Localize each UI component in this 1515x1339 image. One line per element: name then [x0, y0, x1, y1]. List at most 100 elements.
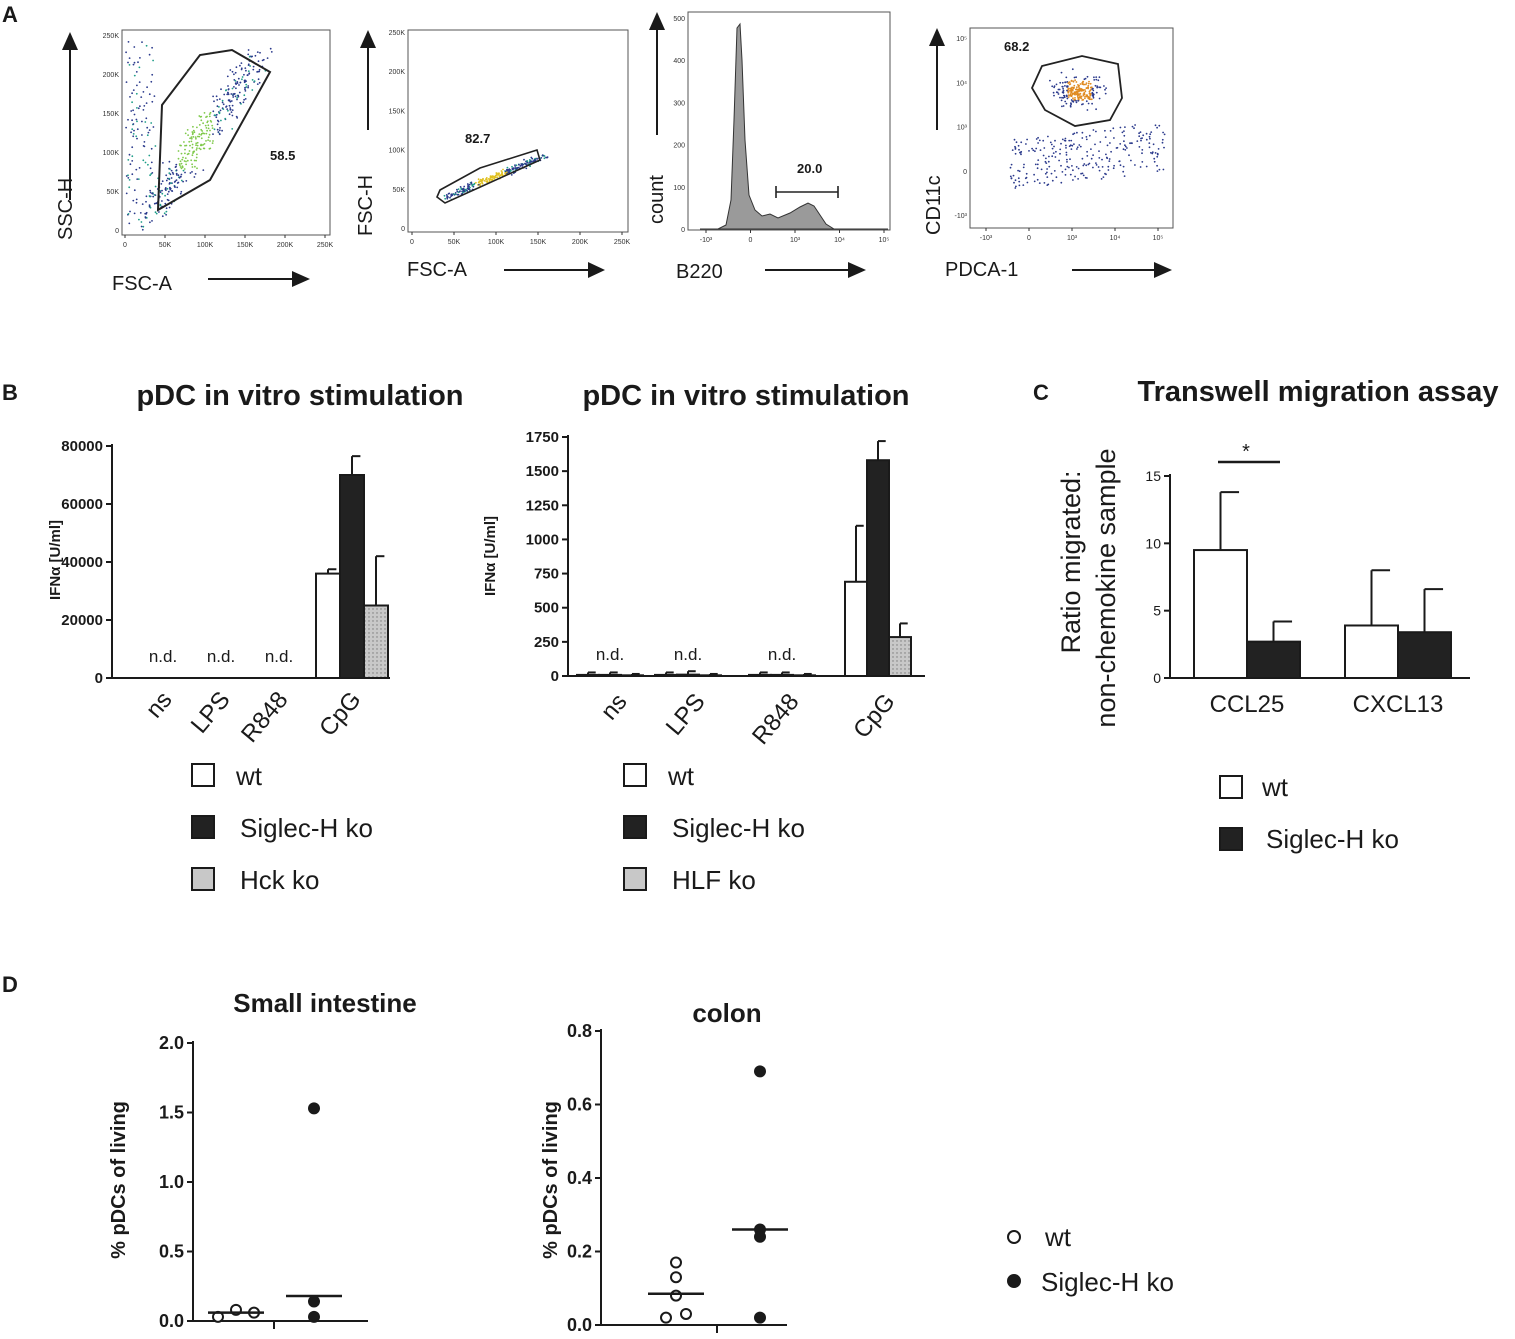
flow1-dot	[220, 88, 222, 91]
chart-b-left: pDC in vitro stimulation IFNα [U/ml] 0 20…	[47, 380, 464, 748]
flow1-dot	[227, 93, 230, 96]
flow2-dot	[540, 157, 543, 159]
flow1-dot	[208, 133, 211, 136]
flow4-dot	[1145, 138, 1148, 141]
flow4-dot	[1095, 76, 1098, 78]
flow4-frame	[969, 27, 1174, 229]
c-legend-swatch-siglec	[1219, 827, 1243, 851]
flow-ytick-label: 100	[673, 185, 685, 192]
flow4-dot	[1095, 91, 1098, 94]
flow4-dot	[1081, 137, 1084, 139]
flow1-dot	[191, 163, 194, 166]
flow1-dot	[132, 89, 135, 91]
flow1-dot	[194, 165, 196, 168]
b-left-legend-swatch-siglec	[191, 815, 215, 839]
flow1-dot	[211, 127, 214, 129]
bar-wt-ns	[576, 673, 600, 677]
flow1-dot	[182, 180, 185, 183]
flow4-dot	[1067, 87, 1070, 90]
flow2-dot	[521, 163, 524, 166]
flow1-dot	[206, 115, 208, 118]
flow4-dot	[1095, 162, 1097, 165]
flow4-dot	[1020, 153, 1022, 156]
flow1-dot	[184, 132, 187, 135]
flow4-dot	[1156, 170, 1159, 173]
flow4-dot	[1104, 92, 1107, 95]
flow4-y-arrowhead	[929, 28, 945, 46]
flow1-dot	[131, 155, 134, 158]
flow4-dot	[1115, 147, 1118, 149]
flow4-dot	[1151, 152, 1154, 155]
flow1-dot	[164, 188, 167, 191]
flow2-dot	[511, 168, 514, 171]
flow1-dot	[224, 117, 227, 120]
flow1-dot	[180, 144, 182, 147]
b-left-title: pDC in vitro stimulation	[136, 380, 463, 412]
flow2-dot	[466, 189, 468, 192]
y-tick-label: 0.6	[567, 1095, 592, 1115]
flow1-dot	[229, 69, 232, 71]
y-tick-label: 0.0	[567, 1315, 592, 1335]
flow4-dot	[1048, 155, 1050, 158]
flow1-dot	[197, 135, 199, 138]
flow4-dot	[1101, 166, 1104, 168]
flow4-dot	[1133, 127, 1135, 130]
flow4-dot	[1085, 138, 1088, 141]
flow1-dot	[127, 177, 130, 179]
flow1-dot	[191, 143, 194, 146]
flow1-dot	[185, 144, 188, 147]
flow2-dot	[528, 159, 531, 161]
flow1-dot	[145, 200, 147, 203]
flow-xtick-label: 0	[749, 237, 753, 244]
flow4-dot	[1062, 105, 1065, 107]
flow1-dot	[246, 74, 249, 76]
flow1-dot	[252, 68, 255, 71]
y-tick-label: 2.0	[159, 1033, 184, 1053]
flow4-dot	[1123, 175, 1126, 178]
flow1-dot	[198, 135, 201, 138]
flow1-dot	[147, 131, 150, 134]
flow1-dot	[135, 135, 138, 138]
flow4-dot	[1158, 168, 1161, 171]
flow4-dot	[1086, 150, 1088, 153]
flow4-dot	[1093, 79, 1096, 81]
flow3-gate-value: 20.0	[797, 161, 822, 176]
flow1-dot	[212, 110, 215, 113]
flow4-dot	[1088, 96, 1091, 98]
flow4-dot	[1079, 145, 1082, 148]
flow4-dot	[1124, 149, 1127, 151]
flow1-dot	[166, 198, 169, 201]
d-legend-label-siglec: Siglec-H ko	[1041, 1267, 1174, 1297]
flow1-dot	[149, 189, 152, 192]
y-tick-label: 0	[1153, 670, 1161, 686]
flow1-dot	[249, 65, 252, 67]
flow4-dot	[1042, 154, 1045, 157]
flow4-dot	[1095, 164, 1098, 166]
flow4-dot	[1082, 80, 1085, 83]
flow4-gate-value: 68.2	[1004, 39, 1029, 54]
flow1-dot	[177, 174, 180, 177]
wt-point	[680, 1307, 692, 1320]
flow1-dot	[161, 215, 164, 218]
flow1-dot	[203, 147, 206, 150]
flow1-dot	[244, 86, 246, 89]
flow1-dot	[144, 121, 147, 123]
x-category-label: R848	[236, 687, 294, 748]
flow4-dot	[1035, 138, 1038, 140]
flow1-dot	[237, 94, 240, 97]
flow1-dot	[234, 71, 237, 74]
flow1-dot	[192, 129, 195, 132]
flow4-dot	[1073, 98, 1076, 101]
flow1-dot	[142, 225, 145, 228]
flow4-dot	[1051, 155, 1054, 158]
flow4-dot	[1069, 144, 1072, 147]
flow1-dot	[243, 81, 246, 84]
flow-plot-1: 58.5 0 50K 100K 150K 200K 250K 0 50K 100K 150K 20…	[55, 29, 333, 295]
flow1-dot	[148, 195, 151, 197]
flow1-dot	[144, 161, 147, 164]
flow4-dot	[1085, 82, 1088, 84]
flow3-ylabel: count	[646, 175, 668, 224]
flow1-dot	[203, 143, 206, 145]
flow4-dot	[1082, 89, 1084, 92]
flow1-yticks: 0 50K 100K 150K 200K 250K	[103, 33, 120, 235]
